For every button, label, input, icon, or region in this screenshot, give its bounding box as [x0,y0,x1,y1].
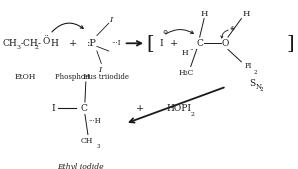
Text: HOPI: HOPI [167,104,192,113]
Text: [: [ [147,34,154,52]
Text: ··: ·· [190,45,194,53]
Text: CH: CH [3,39,18,48]
Text: O: O [221,39,229,48]
Text: +: + [136,104,144,113]
Text: CH: CH [80,137,93,145]
Text: S: S [249,79,255,88]
Text: ···I: ···I [112,39,121,47]
Text: N: N [256,83,262,91]
Text: PI: PI [244,63,252,70]
Text: I: I [159,39,163,48]
Text: +: + [170,39,179,48]
Text: Ethyl iodide: Ethyl iodide [57,163,104,169]
Text: H: H [83,73,90,81]
Text: EtOH: EtOH [15,73,36,81]
Text: ⊖: ⊖ [163,30,168,35]
Text: -CH: -CH [21,39,39,48]
Text: I: I [109,16,112,24]
Text: 3: 3 [16,45,20,50]
Text: :P: :P [87,39,97,48]
Text: 2: 2 [253,70,257,75]
Text: C: C [196,39,203,48]
Text: H: H [181,49,188,57]
Text: I: I [52,104,55,113]
Text: H: H [201,10,208,18]
Text: C: C [80,104,87,113]
Text: H₃C: H₃C [179,69,194,77]
Text: 2: 2 [260,87,263,92]
Text: 2: 2 [190,112,194,117]
Text: -: - [37,39,40,48]
Text: I: I [98,66,101,74]
Text: Ö: Ö [43,37,50,46]
Text: 3: 3 [97,144,100,149]
Text: ⊕: ⊕ [230,25,235,30]
Text: +: + [69,39,77,48]
Text: 2: 2 [34,45,38,50]
Text: Phosphorus triiodide: Phosphorus triiodide [55,73,129,81]
Text: H: H [242,10,249,18]
Text: H: H [50,39,58,48]
Text: ]: ] [287,34,294,52]
Text: ···H: ···H [88,117,101,125]
